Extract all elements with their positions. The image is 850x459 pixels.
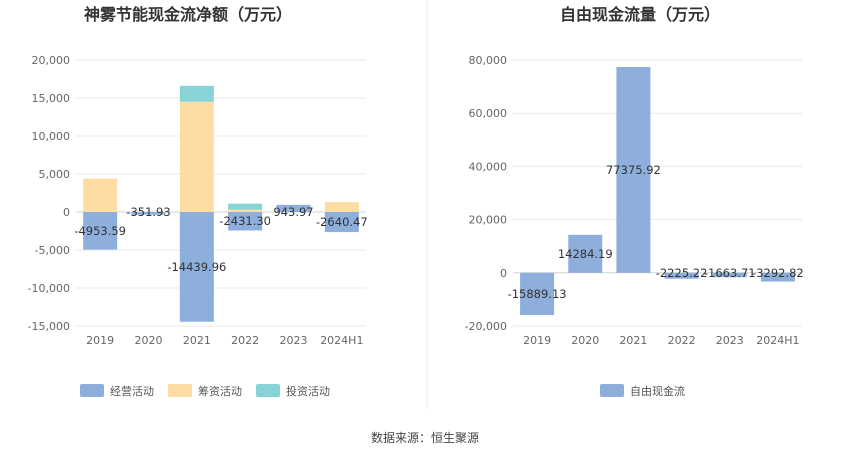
y-tick-label: 5,000: [39, 168, 71, 181]
legend-swatch: [600, 384, 624, 397]
y-tick-label: 0: [500, 267, 507, 280]
x-tick-label: 2020: [135, 334, 163, 347]
data-label: 77375.92: [606, 163, 661, 177]
bar-投资活动-2021: [179, 85, 214, 102]
y-tick-label: -20,000: [465, 320, 507, 333]
data-label: 943.97: [273, 205, 313, 219]
y-tick-label: -15,000: [28, 320, 70, 333]
data-label: -1663.71: [704, 266, 756, 280]
data-label: -15889.13: [508, 287, 567, 301]
y-tick-label: 60,000: [469, 107, 508, 120]
bar-筹资活动-2024H1: [324, 202, 359, 212]
legend-swatch: [80, 384, 104, 397]
bar-自由现金流-2020: [568, 234, 603, 273]
x-tick-label: 2024H1: [320, 334, 363, 347]
bar-经营活动-2020: [131, 212, 166, 215]
data-label: -2431.30: [219, 214, 271, 228]
x-tick-label: 2020: [571, 334, 599, 347]
y-tick-label: 0: [63, 206, 70, 219]
bar-自由现金流-2024H1: [760, 272, 795, 282]
x-tick-label: 2024H1: [756, 334, 799, 347]
bar-经营活动-2021: [179, 212, 214, 322]
legend-swatch: [256, 384, 280, 397]
legend-label: 筹资活动: [198, 384, 242, 398]
data-label: 14284.19: [558, 247, 613, 261]
data-label: -2225.22: [656, 266, 708, 280]
y-tick-label: 15,000: [32, 92, 71, 105]
chart-title: 自由现金流量（万元）: [560, 5, 720, 24]
x-tick-label: 2021: [183, 334, 211, 347]
data-source-note: 数据来源：恒生聚源: [371, 430, 479, 445]
legend-label: 投资活动: [286, 384, 330, 398]
y-tick-label: -10,000: [28, 282, 70, 295]
data-label: -4953.59: [74, 224, 126, 238]
bar-经营活动-2019: [83, 212, 118, 250]
chart-title: 神雾节能现金流净额（万元）: [84, 5, 292, 24]
y-tick-label: 20,000: [32, 54, 71, 67]
y-tick-label: -5,000: [35, 244, 70, 257]
legend-label: 自由现金流: [630, 384, 685, 398]
x-tick-label: 2022: [668, 334, 696, 347]
legend-swatch: [168, 384, 192, 397]
bar-自由现金流-2023: [712, 272, 747, 278]
bar-筹资活动-2021: [179, 101, 214, 212]
bar-投资活动-2022: [228, 203, 263, 210]
bar-经营活动-2022: [228, 212, 263, 231]
bar-经营活动-2023: [276, 204, 311, 212]
y-tick-label: 40,000: [469, 160, 508, 173]
y-tick-label: 10,000: [32, 130, 71, 143]
bar-自由现金流-2022: [664, 272, 699, 279]
data-label: -3292.82: [752, 266, 804, 280]
free-cash-flow-chart: 自由现金流量（万元） 80,000 60,000 40,000 20,000 0 -20,0…: [465, 5, 804, 398]
cash-flow-net-chart: 神雾节能现金流净额（万元） 20,000 15,000 10,000 5,000 0 -5,…: [28, 5, 368, 398]
x-tick-label: 2023: [280, 334, 308, 347]
x-tick-label: 2021: [619, 334, 647, 347]
data-label: -2640.47: [316, 215, 368, 229]
legend-label: 经营活动: [110, 384, 154, 398]
x-tick-label: 2023: [716, 334, 744, 347]
x-tick-label: 2019: [86, 334, 114, 347]
x-tick-label: 2022: [231, 334, 259, 347]
bar-筹资活动-2022: [228, 209, 263, 212]
y-tick-label: 80,000: [469, 54, 508, 67]
data-label: -14439.96: [167, 260, 226, 274]
bar-自由现金流-2021: [616, 66, 651, 273]
y-tick-label: 20,000: [469, 214, 508, 227]
data-label: -351.93: [126, 205, 170, 219]
bar-筹资活动-2019: [83, 178, 118, 212]
bar-经营活动-2024H1: [324, 212, 359, 233]
x-tick-label: 2019: [523, 334, 551, 347]
bar-自由现金流-2019: [520, 272, 555, 316]
